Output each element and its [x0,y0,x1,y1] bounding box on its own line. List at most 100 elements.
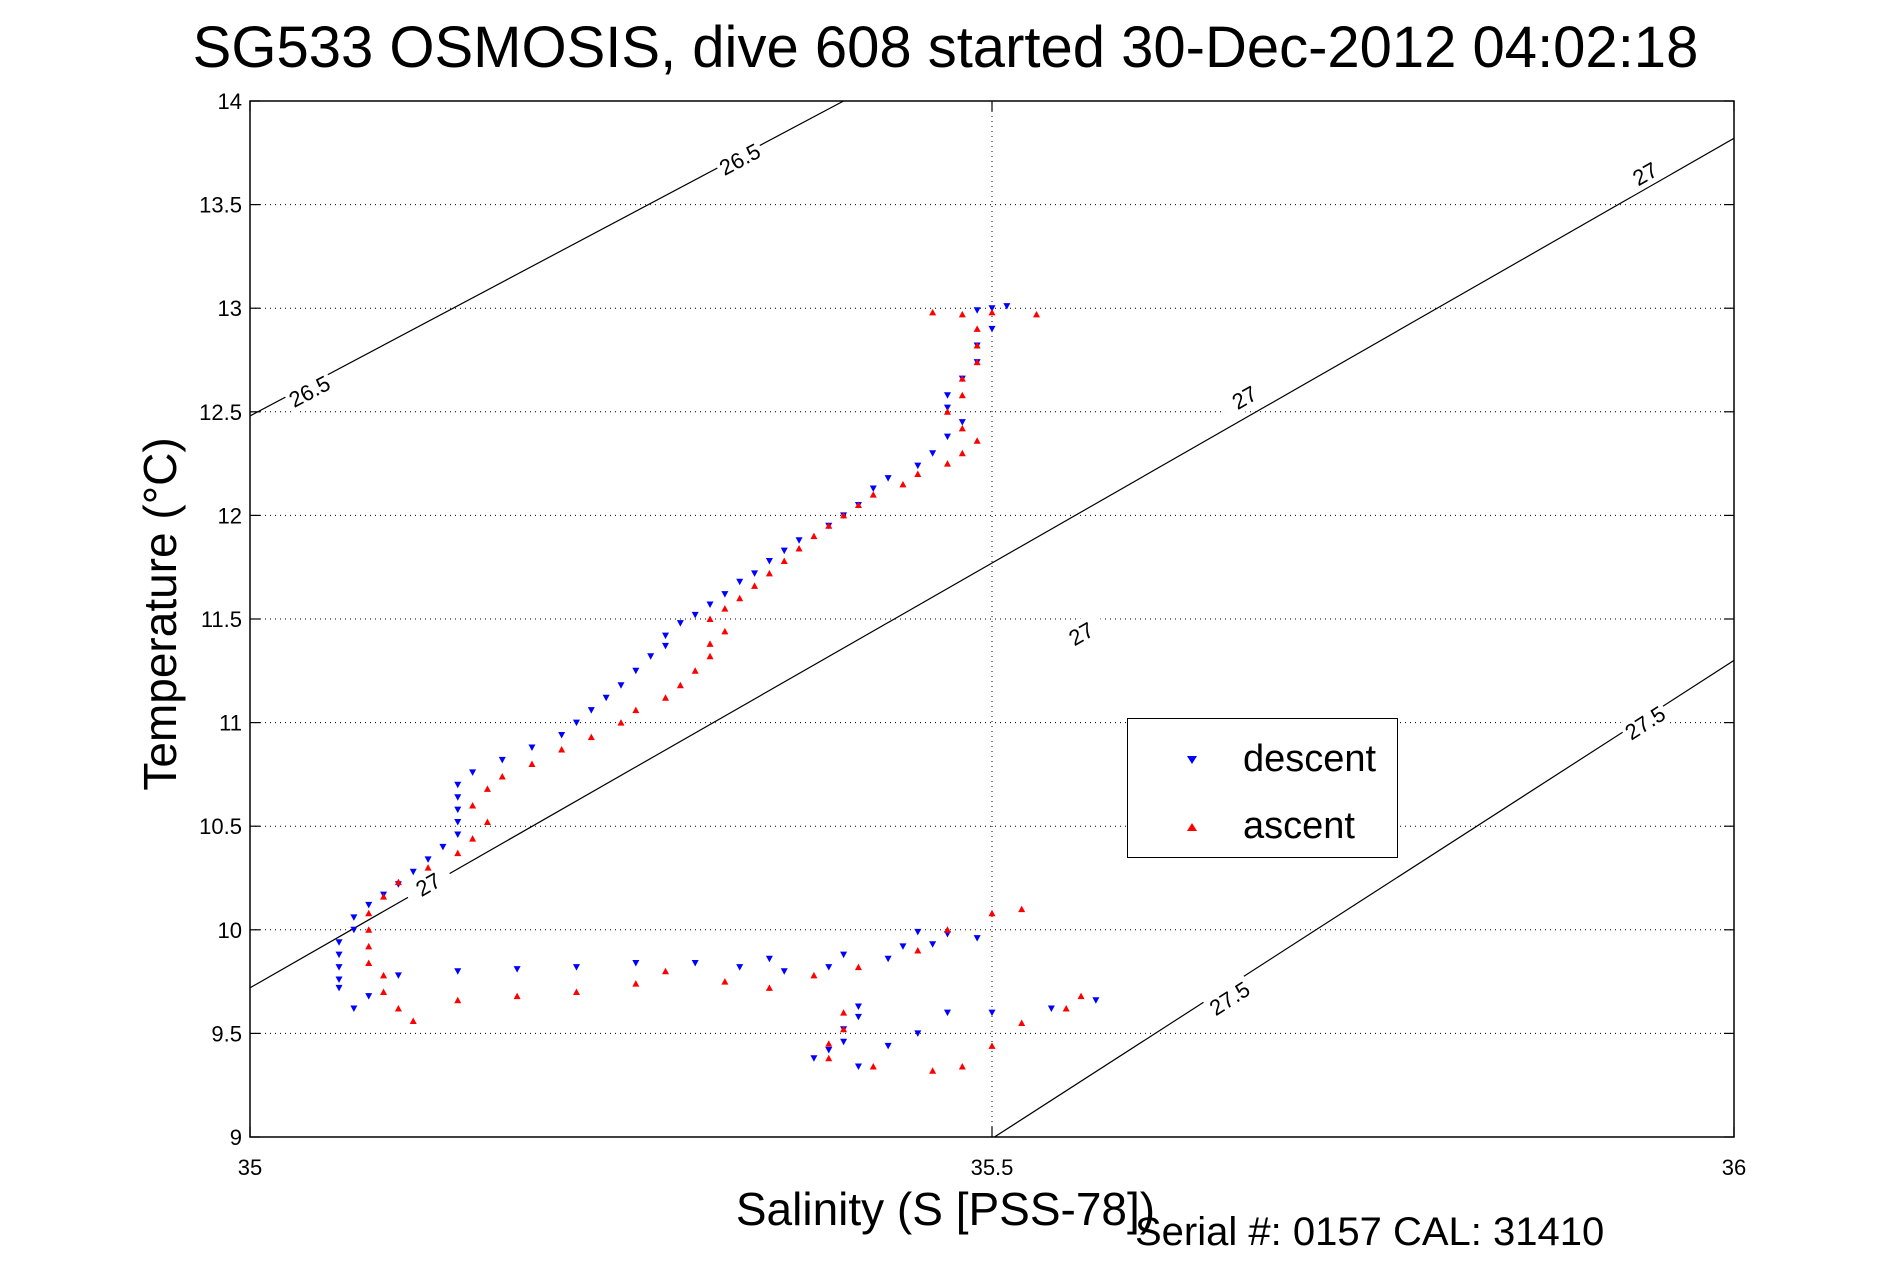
ascent-point [825,522,833,529]
descent-point [632,959,640,967]
descent-point [914,462,922,470]
descent-point [1003,303,1011,310]
chart-title: SG533 OSMOSIS, dive 608 started 30-Dec-2… [192,15,1699,80]
series-ascent [365,308,1085,1074]
ascent-point [869,491,877,498]
y-tick-label: 13.5 [199,193,242,218]
descent-point [335,976,343,984]
ascent-point [394,1005,402,1012]
serial-cal-footer: Serial #: 0157 CAL: 31410 [1135,1210,1605,1254]
descent-point [736,578,744,586]
contour-label-bg [1216,374,1272,421]
descent-point [498,756,506,764]
data-series [335,303,1100,1074]
ascent-point [958,310,966,318]
ascent-point [840,1025,848,1033]
descent-point [513,966,521,973]
ascent-point [988,308,996,316]
descent-point [454,831,462,838]
series-descent [335,303,1100,1071]
ascent-point [943,926,951,933]
ascent-point [958,391,966,399]
x-tick-label: 35.5 [971,1155,1014,1180]
ascent-point [825,1054,833,1062]
ascent-point [483,818,491,826]
ascent-point [498,772,506,780]
legend-label-descent: descent [1243,738,1377,780]
ascent-point [454,996,462,1004]
legend: descent ascent [1127,718,1398,858]
descent-point [662,642,670,650]
descent-point [454,806,462,814]
y-tick-label: 10.5 [199,814,242,839]
ascent-point [840,511,848,519]
ascent-point [780,557,788,564]
descent-point [929,941,937,948]
ascent-point [632,980,640,987]
descent-point [454,781,462,789]
ascent-point [854,501,862,509]
descent-point [854,1063,862,1071]
descent-point [350,914,358,921]
ascent-point [587,733,595,741]
descent-point [424,856,432,863]
descent-point [439,843,447,851]
descent-point [751,570,759,577]
descent-point [1092,997,1100,1004]
y-tick-label: 14 [218,89,242,114]
ascent-point [810,971,818,979]
descent-point [840,1038,848,1046]
descent-point [854,1013,862,1021]
y-tick-label: 13 [218,296,242,321]
descent-point [973,307,981,314]
ascent-point [721,978,729,985]
descent-point [558,732,566,739]
descent-point [765,557,773,565]
descent-marker-icon [1187,756,1197,764]
ascent-point [706,615,714,622]
descent-point [469,769,477,776]
ascent-point [765,984,773,991]
ascent-point [572,988,580,995]
descent-point [394,972,402,979]
descent-point [350,926,358,934]
y-tick-label: 12 [218,503,242,528]
descent-point [528,744,536,751]
descent-point [691,611,699,619]
descent-point [958,419,966,426]
descent-point [825,1046,833,1054]
contour-line-27.5 [993,659,1734,1137]
descent-point [884,475,892,482]
ascent-point [973,341,981,349]
ascent-point [869,1063,877,1070]
y-tick-label: 9 [230,1125,242,1150]
descent-point [335,964,343,971]
ascent-point [483,785,491,792]
descent-point [335,984,343,992]
descent-point [810,1055,818,1062]
ascent-point [365,959,373,966]
ascent-point [854,963,862,971]
y-tick-label: 10 [218,918,242,943]
descent-point [454,968,462,975]
ascent-point [914,947,922,954]
descent-point [988,305,996,312]
ascent-point [706,640,714,647]
descent-point [721,591,729,598]
descent-point [943,404,951,412]
descent-point [943,392,951,399]
descent-point [454,819,462,826]
ascent-point [973,358,981,366]
descent-point [587,707,595,714]
ascent-point [929,308,937,316]
ascent-point [365,942,373,950]
y-tick-label: 12.5 [199,400,242,425]
ascent-point [617,719,625,726]
descent-point [736,964,744,971]
ascent-point [1033,310,1041,318]
ascent-point [958,424,966,432]
contour-label-bg [282,368,337,414]
descent-point [335,951,343,959]
ascent-point [706,652,714,660]
ascent-point [736,594,744,602]
